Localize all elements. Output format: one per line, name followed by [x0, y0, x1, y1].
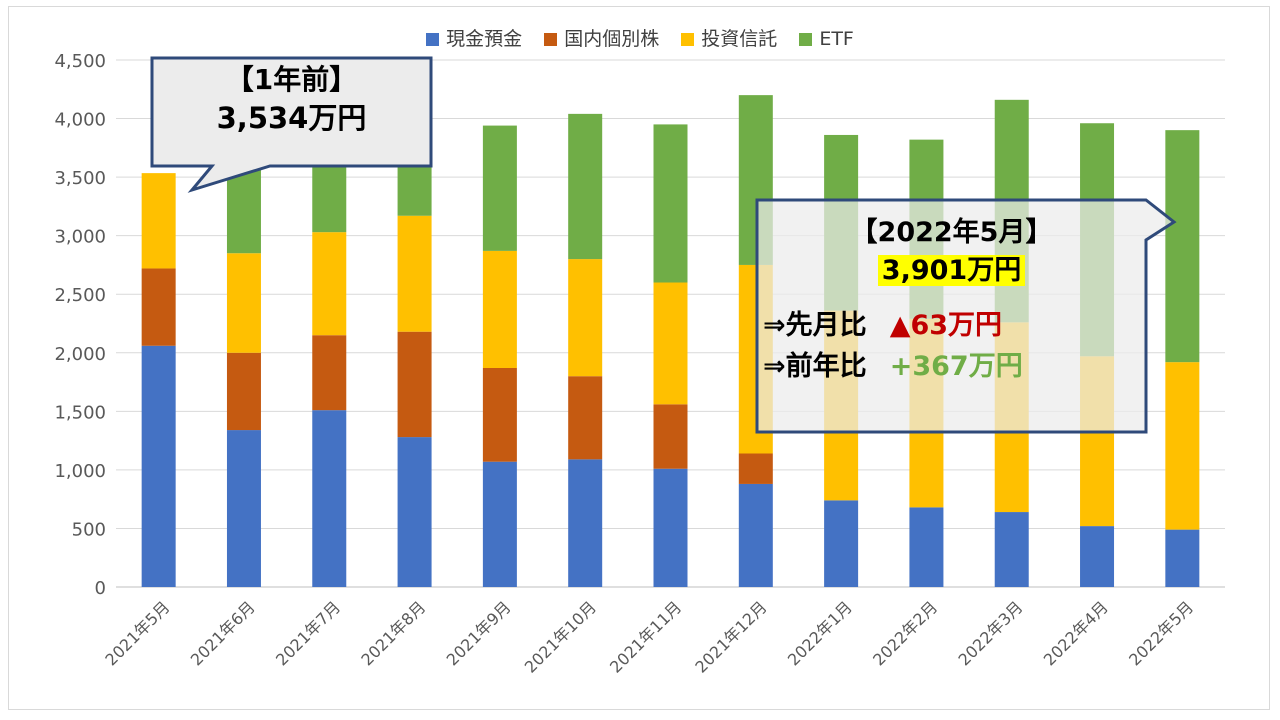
callouts	[150, 56, 1177, 434]
legend-swatch-cash	[426, 33, 440, 46]
bar-segment-cash	[738, 483, 773, 587]
x-tick-label: 2021年9月	[443, 597, 515, 669]
callout-current-title: 【2022年5月】	[850, 217, 1053, 248]
callout-year-ago-title: 【1年前】	[225, 63, 358, 96]
x-tick-label: 2022年1月	[784, 597, 856, 669]
y-tick-label: 3,000	[54, 227, 106, 248]
callout-mom-row: ⇒先月比 ▲63万円	[757, 307, 1146, 348]
x-tick-label: 2021年10月	[521, 597, 600, 676]
x-tick-label: 2021年8月	[357, 597, 429, 669]
x-tick-label: 2021年12月	[691, 597, 770, 676]
x-tick-label: 2022年5月	[1125, 597, 1197, 669]
legend-label-cash: 現金預金	[446, 28, 523, 50]
bar-segment-stocks	[141, 268, 176, 346]
callout-year-ago: 【1年前】 3,534万円	[152, 62, 431, 138]
bar-segment-cash	[1080, 526, 1115, 587]
legend-label-etf: ETF	[819, 28, 854, 50]
bar-segment-funds	[482, 250, 517, 369]
x-tick-label: 2022年4月	[1040, 597, 1112, 669]
bar-segment-funds	[141, 173, 176, 269]
legend-swatch-funds	[681, 33, 695, 46]
bar-segment-cash	[568, 459, 603, 587]
callout-yoy-row: ⇒前年比 +367万円	[757, 348, 1146, 389]
legend-item-cash: 現金預金	[426, 24, 522, 51]
bar-segment-stocks	[738, 453, 773, 484]
x-tick-label: 2022年2月	[869, 597, 941, 669]
bar-segment-stocks	[226, 352, 261, 431]
bar-segment-funds	[568, 259, 603, 377]
callout-yoy-value: +367万円	[889, 351, 1023, 382]
legend-item-etf: ETF	[799, 28, 854, 50]
x-tick-label: 2022年3月	[955, 597, 1027, 669]
y-tick-label: 2,000	[54, 344, 106, 365]
bar-segment-cash	[397, 437, 432, 587]
bar-segment-stocks	[568, 376, 603, 460]
bar-segment-etf	[1165, 130, 1200, 363]
bar-segment-cash	[482, 461, 517, 587]
bar-segment-cash	[824, 500, 859, 587]
bar-segment-cash	[312, 410, 347, 587]
legend-swatch-etf	[799, 33, 813, 46]
x-axis-labels: 2021年5月 2021年6月 2021年7月 2021年8月 2021年9月 2021年…	[101, 597, 1197, 676]
y-tick-label: 4,500	[54, 51, 106, 72]
chart-frame	[8, 6, 1270, 710]
callout-mom-value: ▲63万円	[889, 310, 1003, 341]
y-tick-label: 2,500	[54, 285, 106, 306]
legend-label-funds: 投資信託	[701, 28, 778, 50]
callout-year-ago-shape	[150, 56, 433, 193]
callout-year-ago-value: 3,534万円	[216, 101, 367, 135]
bar-segment-cash	[226, 430, 261, 587]
y-axis-labels: 0 500 1,000 1,500 2,000 2,500 3,000 3,500 4,000 4…	[54, 51, 106, 599]
x-tick-label: 2021年7月	[272, 597, 344, 669]
legend-swatch-stocks	[544, 33, 558, 46]
y-tick-label: 500	[72, 519, 106, 540]
x-tick-label: 2021年5月	[101, 597, 173, 669]
bar-segment-funds	[312, 232, 347, 336]
bar-segment-etf	[482, 125, 517, 251]
x-tick-label: 2021年11月	[606, 597, 685, 676]
bar-segment-stocks	[482, 368, 517, 462]
bar-segment-funds	[653, 282, 688, 405]
bar-segment-cash	[653, 468, 688, 587]
x-tick-label: 2021年6月	[187, 597, 259, 669]
y-tick-label: 0	[95, 578, 106, 599]
callout-current-shape	[755, 198, 1177, 434]
legend-label-stocks: 国内個別株	[564, 28, 660, 50]
callout-current: 【2022年5月】 3,901万円 ⇒先月比 ▲63万円 ⇒前年比 +367万円	[757, 214, 1146, 389]
legend-item-funds: 投資信託	[681, 24, 777, 51]
bar-segment-cash	[909, 507, 944, 587]
bar-segment-cash	[994, 512, 1029, 587]
bar-segment-stocks	[312, 335, 347, 411]
callout-mom-label: ⇒先月比	[763, 310, 867, 341]
bar-segment-stocks	[653, 404, 688, 469]
callout-current-total-wrap: 3,901万円	[757, 252, 1146, 293]
callout-yoy-label: ⇒前年比	[763, 351, 867, 382]
y-tick-label: 3,500	[54, 168, 106, 189]
bar-segment-funds	[397, 215, 432, 332]
chart-legend: 現金預金 国内個別株 投資信託 ETF	[0, 24, 1280, 51]
bar-segment-funds	[226, 253, 261, 353]
y-tick-label: 1,500	[54, 402, 106, 423]
bar-segment-etf	[653, 124, 688, 283]
callout-current-total: 3,901万円	[877, 255, 1026, 286]
legend-item-stocks: 国内個別株	[544, 24, 659, 51]
bar-segment-etf	[568, 113, 603, 260]
bar-segment-funds	[1165, 362, 1200, 530]
bar-segment-cash	[1165, 529, 1200, 587]
bar-segment-stocks	[397, 331, 432, 438]
bar-segment-cash	[141, 345, 176, 587]
y-tick-label: 4,000	[54, 110, 106, 131]
y-tick-label: 1,000	[54, 461, 106, 482]
